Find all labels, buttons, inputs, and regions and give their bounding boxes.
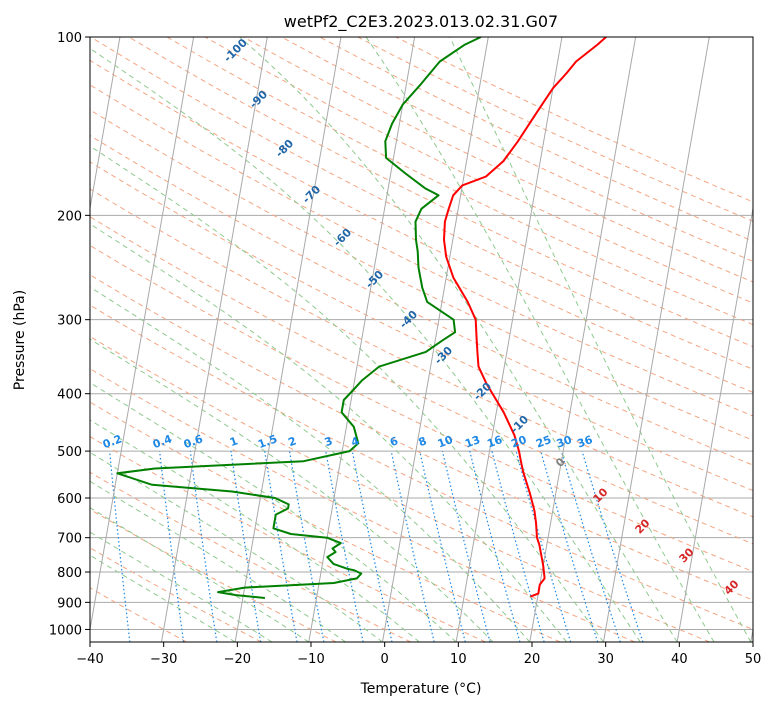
moist-adiabat-line bbox=[239, 37, 678, 642]
dry-adiabat-line bbox=[90, 161, 753, 492]
x-tick-label: −30 bbox=[150, 652, 177, 667]
isotherm-line bbox=[90, 37, 121, 212]
moist-adiabat-line bbox=[365, 37, 715, 642]
y-tick-label: 600 bbox=[57, 492, 82, 507]
mixing-ratio-label: 20 bbox=[510, 433, 529, 451]
dry-adiabat-line bbox=[90, 401, 561, 642]
mixing-ratio-label: 2 bbox=[287, 434, 299, 449]
moist-adiabat-line bbox=[90, 451, 383, 642]
y-tick-label: 900 bbox=[57, 596, 82, 611]
mixing-ratio-line bbox=[491, 450, 545, 642]
mixing-ratio-label: 4 bbox=[349, 434, 361, 449]
y-tick-label: 800 bbox=[57, 566, 82, 581]
moist-adiabat-line bbox=[90, 531, 273, 642]
plot-frame bbox=[89, 36, 754, 643]
moist-adiabat-line bbox=[90, 338, 494, 642]
mixing-ratio-line bbox=[189, 451, 218, 642]
mixing-ratio-label: 13 bbox=[463, 433, 482, 450]
mixing-ratio-label: 16 bbox=[485, 433, 504, 451]
dry-adiabat-line bbox=[90, 216, 753, 545]
dewpoint-line bbox=[116, 37, 482, 599]
dry-adiabat-line bbox=[243, 37, 753, 283]
isotherm-line bbox=[455, 37, 563, 642]
x-tick-label: −10 bbox=[297, 652, 324, 667]
moist-adiabat-line bbox=[90, 419, 420, 642]
chart-title: wetPf2_C2E3.2023.013.02.31.G07 bbox=[284, 12, 558, 32]
isotherm-line bbox=[676, 205, 753, 642]
y-axis-label: Pressure (hPa) bbox=[12, 290, 28, 390]
mixing-ratio-lines bbox=[109, 450, 644, 642]
mixing-ratio-line bbox=[540, 450, 599, 642]
isotherm-line bbox=[90, 37, 195, 633]
mixing-ratio-label: 6 bbox=[388, 434, 400, 449]
mixing-ratio-label: 25 bbox=[534, 433, 553, 450]
dry-adiabat-line bbox=[90, 37, 753, 370]
x-tick-label: 40 bbox=[671, 652, 688, 667]
moist-adiabat-line bbox=[90, 223, 567, 642]
isotherm-line bbox=[602, 37, 710, 642]
dry-adiabat-line bbox=[90, 244, 753, 573]
x-tick-label: 50 bbox=[745, 652, 762, 667]
x-axis-ticks: −40 −30 −20 −10 0 10 20 30 40 50 bbox=[76, 642, 761, 667]
y-tick-label: 700 bbox=[57, 532, 82, 547]
dry-adiabat-line bbox=[90, 508, 337, 642]
mixing-ratio-label: 3 bbox=[323, 434, 335, 449]
mixing-ratio-line bbox=[581, 450, 644, 642]
x-axis-label: Temperature (°C) bbox=[360, 681, 482, 697]
mixing-ratio-label: 1.5 bbox=[256, 432, 279, 451]
plot-area: -100-90-80-70-60-50-40-30-20-10010203040… bbox=[90, 37, 753, 642]
mixing-ratio-line bbox=[390, 450, 435, 642]
mixing-ratio-label: 1 bbox=[228, 434, 240, 449]
mixing-ratio-label: 8 bbox=[417, 434, 429, 449]
mixing-ratio-line bbox=[469, 450, 521, 642]
mixing-ratio-line bbox=[560, 450, 621, 642]
mixing-ratio-label: 10 bbox=[436, 433, 455, 451]
y-tick-label: 200 bbox=[57, 209, 82, 224]
dry-adiabat-line bbox=[90, 109, 753, 441]
isotherm-line bbox=[234, 37, 342, 642]
mixing-ratio-label: 0.2 bbox=[101, 432, 124, 451]
moist-adiabat-line bbox=[90, 554, 236, 642]
y-tick-label: 300 bbox=[57, 314, 82, 329]
temperature-line bbox=[443, 37, 607, 598]
y-tick-label: 400 bbox=[57, 388, 82, 403]
dry-adiabat-line bbox=[166, 37, 753, 326]
dry-adiabat-line bbox=[90, 304, 753, 630]
mixing-ratio-line bbox=[515, 450, 572, 642]
isotherm-line bbox=[381, 37, 489, 642]
mixing-ratio-label: 36 bbox=[575, 433, 594, 451]
y-tick-label: 500 bbox=[57, 445, 82, 460]
moist-adiabat-line bbox=[449, 37, 752, 642]
x-tick-label: 0 bbox=[381, 652, 389, 667]
x-tick-label: −20 bbox=[224, 652, 251, 667]
mixing-ratio-label: 0.6 bbox=[182, 432, 205, 451]
sounding-series bbox=[116, 37, 607, 599]
isotherm-line bbox=[308, 37, 416, 642]
y-tick-label: 1000 bbox=[49, 623, 82, 638]
mixing-ratio-label: 0.4 bbox=[151, 432, 174, 451]
moist-adiabat-line bbox=[90, 507, 310, 642]
y-axis-ticks: 100 200 300 400 500 600 700 800 900 1000 bbox=[49, 31, 90, 638]
isotherm-line bbox=[529, 37, 637, 642]
mixing-ratio-line bbox=[159, 451, 185, 642]
moist-adiabats bbox=[90, 37, 752, 642]
dry-adiabat-line bbox=[90, 274, 753, 601]
moist-adiabat-line bbox=[90, 286, 531, 642]
moist-adiabat-line bbox=[90, 382, 457, 642]
mixing-ratio-line bbox=[230, 451, 262, 642]
isotherms bbox=[90, 37, 753, 642]
moist-adiabat-line bbox=[90, 480, 346, 642]
x-tick-label: 30 bbox=[597, 652, 614, 667]
mixing-ratio-label: 30 bbox=[555, 433, 574, 451]
x-tick-label: 10 bbox=[450, 652, 467, 667]
mixing-ratio-line bbox=[419, 450, 466, 642]
isotherm-line bbox=[160, 37, 268, 642]
y-tick-label: 100 bbox=[57, 31, 82, 46]
x-tick-label: −40 bbox=[76, 652, 103, 667]
x-tick-label: 20 bbox=[524, 652, 541, 667]
mixing-ratio-line bbox=[325, 450, 364, 642]
dry-adiabat-line bbox=[90, 84, 753, 417]
